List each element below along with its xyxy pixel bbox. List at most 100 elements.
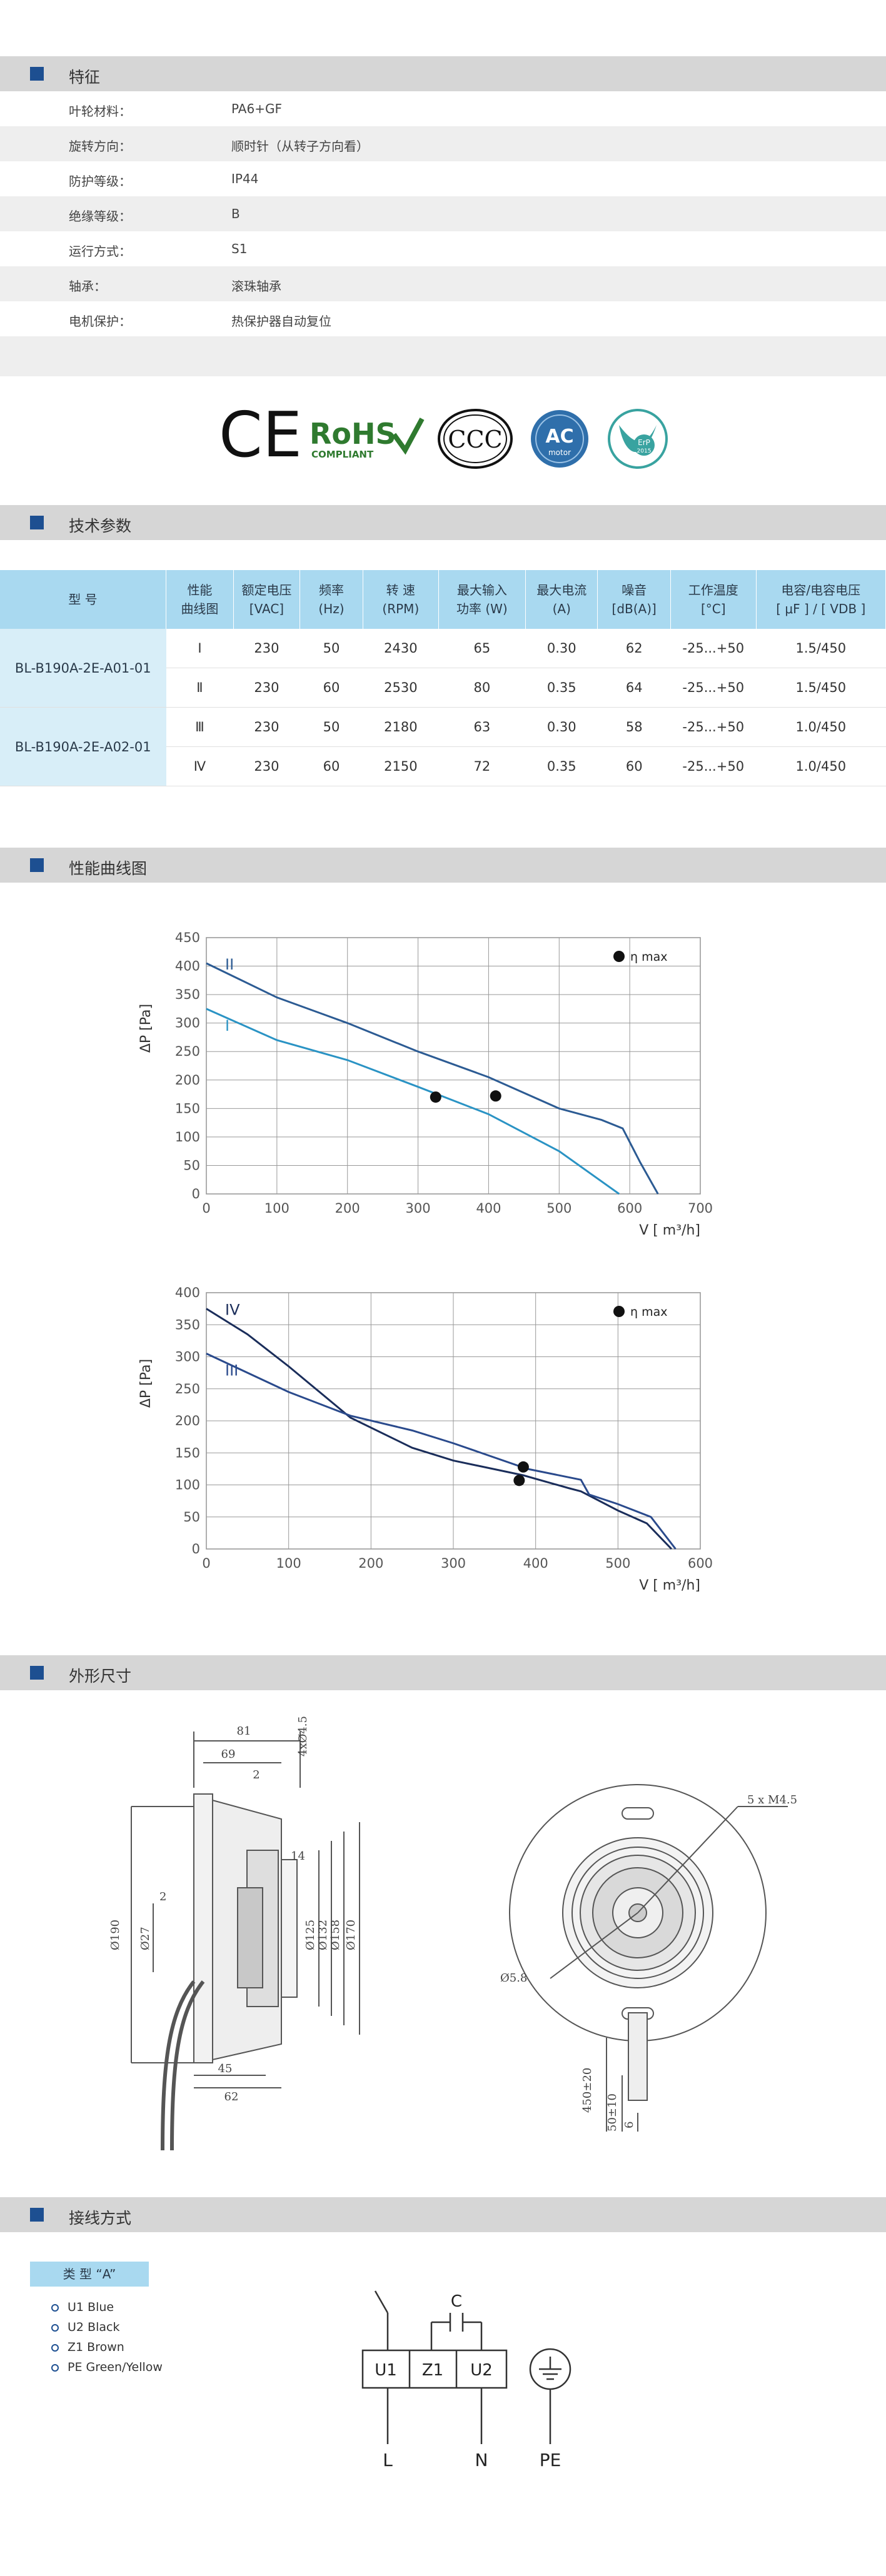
y-tick-label: 50 xyxy=(183,1158,200,1173)
eta-max-point xyxy=(430,1091,441,1103)
spec-table: 型 号 性能 曲线图 额定电压 [VAC] 频率 (Hz) 转 速 (RPM) … xyxy=(0,570,886,786)
terminal-z1: Z1 xyxy=(422,2361,443,2380)
x-axis-label: V [ m³/h] xyxy=(639,1223,700,1238)
svg-text:RoHS: RoHS xyxy=(310,417,396,451)
section-title: 特征 xyxy=(69,68,101,86)
feature-key: 防护等级： xyxy=(69,174,131,189)
table-cell: 50 xyxy=(300,629,363,668)
dim-132: Ø132 xyxy=(316,1920,330,1950)
table-cell: 60 xyxy=(300,746,363,786)
dim-2a: 2 xyxy=(253,1768,259,1782)
table-cell: 0.30 xyxy=(525,629,598,668)
y-tick-label: 400 xyxy=(175,959,200,974)
eta-max-point xyxy=(513,1475,525,1486)
x-tick-label: 100 xyxy=(276,1556,301,1571)
dim-14: 14 xyxy=(291,1850,305,1863)
header-capacitor: 电容/电容电压 [ μF ] / [ VDB ] xyxy=(756,570,886,629)
dim-4x: 4xØ4.5 xyxy=(296,1716,310,1757)
section-square-icon xyxy=(30,516,44,529)
section-header-curve: 性能曲线图 xyxy=(0,848,886,883)
feature-row: 轴承： 滚珠轴承 xyxy=(0,266,886,301)
eta-max-point xyxy=(490,1090,501,1102)
feature-value: 滚珠轴承 xyxy=(231,279,281,294)
series-name-label: I xyxy=(225,1017,229,1035)
bullet-icon xyxy=(51,2323,59,2332)
dim-69: 69 xyxy=(221,1748,236,1761)
wiring-item: PE Green/Yellow xyxy=(51,2360,163,2374)
x-tick-label: 500 xyxy=(546,1201,571,1216)
table-cell: Ⅲ xyxy=(166,707,234,747)
table-cell: 230 xyxy=(233,629,300,668)
table-cell: 2150 xyxy=(363,746,439,786)
header-power: 最大输入 功率 (W) xyxy=(438,570,526,629)
table-cell: -25...+50 xyxy=(670,668,757,708)
bullet-icon xyxy=(51,2363,59,2372)
header-voltage: 额定电压 [VAC] xyxy=(233,570,301,629)
x-tick-label: 300 xyxy=(441,1556,466,1571)
legend-label: η max xyxy=(630,950,667,964)
terminal-pe: PE xyxy=(540,2450,561,2470)
section-header-tech: 技术参数 xyxy=(0,505,886,540)
section-header-wiring: 接线方式 xyxy=(0,2197,886,2232)
bullet-icon xyxy=(51,2343,59,2352)
capacitor-label: C xyxy=(451,2292,462,2311)
feature-row: 绝缘等级： B xyxy=(0,196,886,231)
ce-logo: CE xyxy=(219,400,302,471)
feature-row: 旋转方向： 顺时针（从转子方向看） xyxy=(0,126,886,161)
y-tick-label: 250 xyxy=(175,1381,200,1396)
table-cell: 50 xyxy=(300,707,363,747)
section-square-icon xyxy=(30,858,44,872)
performance-chart-2: 0 100 200 300 400 500 600 0 50 100 150 200 250 300 350… xyxy=(138,1285,713,1593)
spec-header-row: 型 号 性能 曲线图 额定电压 [VAC] 频率 (Hz) 转 速 (RPM) … xyxy=(0,570,886,629)
eta-max-point xyxy=(517,1461,529,1473)
dim-125: Ø125 xyxy=(304,1920,317,1950)
feature-value: 热保护器自动复位 xyxy=(231,314,331,329)
table-cell: 0.35 xyxy=(525,746,598,786)
table-cell: 63 xyxy=(438,707,526,747)
series-line xyxy=(206,1308,672,1550)
legend-label: η max xyxy=(630,1305,667,1319)
section-square-icon xyxy=(30,1666,44,1680)
leaf-icon xyxy=(619,425,657,453)
section-header-dimension: 外形尺寸 xyxy=(0,1655,886,1690)
dim-6: 6 xyxy=(623,2122,636,2128)
rohs-logo: RoHS COMPLIANT xyxy=(310,417,425,460)
dim-450: 450±20 xyxy=(581,2068,594,2113)
feature-key: 电机保护： xyxy=(69,314,131,329)
ac-motor-logo: AC motor xyxy=(531,410,588,468)
header-frequency: 频率 (Hz) xyxy=(300,570,363,629)
svg-text:AC: AC xyxy=(545,426,573,448)
dim-50: 50±10 xyxy=(606,2093,619,2132)
terminal-l: L xyxy=(383,2450,393,2470)
table-cell: 1.5/450 xyxy=(756,629,886,668)
ccc-logo: CCC xyxy=(438,409,513,469)
feature-value: PA6+GF xyxy=(231,101,282,116)
table-cell: 60 xyxy=(597,746,671,786)
dim-5xm: 5 x M4.5 xyxy=(747,1793,797,1807)
y-tick-label: 100 xyxy=(175,1478,200,1493)
dim-170: Ø170 xyxy=(345,1920,358,1950)
x-tick-label: 600 xyxy=(617,1201,642,1216)
feature-row: 运行方式： S1 xyxy=(0,231,886,266)
table-cell: 1.0/450 xyxy=(756,746,886,786)
x-tick-label: 200 xyxy=(358,1556,383,1571)
feature-key: 叶轮材料： xyxy=(69,104,131,119)
certification-logos: CE RoHS COMPLIANT CCC AC motor ErP 2015 xyxy=(219,400,668,471)
dim-62: 62 xyxy=(224,2090,239,2103)
table-row: Ⅱ 230 60 2530 80 0.35 64 -25...+50 1.5/4… xyxy=(0,668,886,708)
svg-text:2015: 2015 xyxy=(637,448,652,454)
y-tick-label: 350 xyxy=(175,987,200,1002)
y-tick-label: 400 xyxy=(175,1285,200,1300)
series-line xyxy=(206,962,659,1195)
bullet-icon xyxy=(51,2303,59,2312)
table-cell: 230 xyxy=(233,707,300,747)
series-name-label: II xyxy=(225,956,234,973)
table-cell: 0.30 xyxy=(525,707,598,747)
series-name-label: IV xyxy=(225,1301,240,1319)
y-tick-label: 0 xyxy=(192,1186,200,1201)
y-tick-label: 100 xyxy=(175,1130,200,1145)
feature-key: 旋转方向： xyxy=(69,139,131,154)
performance-chart-1: 0 100 200 300 400 500 600 700 0 50 100 150 200 250 300… xyxy=(138,930,713,1238)
section-title: 接线方式 xyxy=(69,2209,132,2227)
terminal-u2: U2 xyxy=(470,2361,493,2380)
